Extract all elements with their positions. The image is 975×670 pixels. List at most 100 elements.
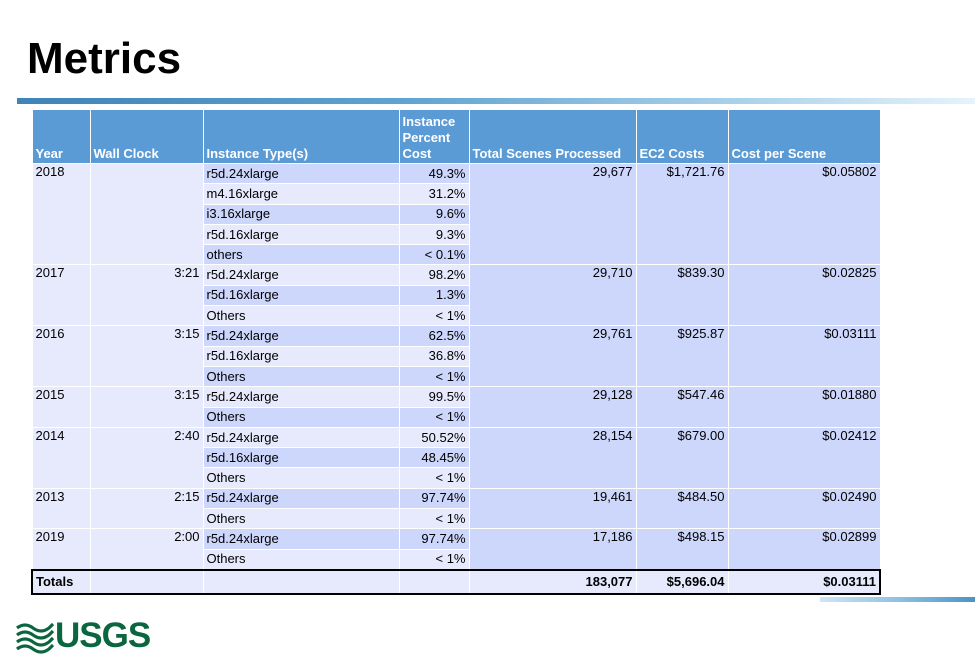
cell-instance-percent: < 1%: [398, 365, 470, 388]
cell-instance-type: Others: [202, 365, 400, 388]
usgs-logo-text: USGS: [55, 616, 151, 655]
cell-instance-percent: 31.2%: [398, 183, 470, 205]
cell-wall-clock: 2:15: [89, 487, 204, 530]
cell-instance-type: r5d.24xlarge: [202, 162, 400, 185]
cell-instance-type: i3.16xlarge: [202, 203, 400, 225]
table-row: 2015 3:15 r5d.24xlarge 99.5% 29,128 $547.46 $0…: [31, 386, 881, 428]
table-row: Others < 1%: [32, 406, 880, 428]
table-row: 2013 2:15 r5d.24xlarge 97.74% 19,461 $484.50 $…: [31, 487, 881, 530]
cell-total-scenes: 17,186: [468, 528, 637, 571]
cell-instance-type: r5d.24xlarge: [202, 528, 400, 550]
cell-instance-percent: 97.74%: [398, 528, 470, 550]
cell-cost-per-scene: $0.01880: [727, 386, 881, 428]
cell-ec2-costs: $679.00: [635, 426, 729, 489]
title-divider: [17, 98, 975, 104]
cell-instance-type: r5d.24xlarge: [202, 386, 400, 408]
header-instance-percent-line1: Instance: [402, 114, 456, 129]
totals-instance-type: [202, 568, 400, 595]
cell-cost-per-scene: $0.02490: [727, 487, 881, 530]
cell-ec2-costs: $484.50: [635, 487, 729, 530]
cell-instance-percent: 36.8%: [398, 345, 470, 367]
table-row: 2019 2:00 r5d.24xlarge 97.74% 17,186 $498.15 $…: [31, 528, 881, 571]
table-row: Others < 1%: [32, 508, 880, 530]
cell-ec2-costs: $839.30: [635, 264, 729, 327]
cell-instance-percent: 49.3%: [398, 162, 470, 185]
cell-instance-percent: 62.5%: [398, 325, 470, 347]
header-total-scenes: Total Scenes Processed: [468, 109, 637, 164]
table-row: 2018 r5d.24xlarge 49.3% 29,677 $1,721.76 $0.0…: [31, 162, 881, 266]
totals-row: Totals 183,077 $5,696.04 $0.03111: [31, 568, 881, 595]
cell-instance-type: m4.16xlarge: [202, 183, 400, 205]
cell-total-scenes: 29,128: [468, 386, 637, 428]
header-instance-percent-line3: Cost: [402, 146, 432, 161]
cell-year: 2016: [31, 325, 91, 388]
cell-cost-per-scene: $0.05802: [727, 162, 881, 266]
header-ec2-costs: EC2 Costs: [635, 109, 729, 164]
cell-instance-percent: < 1%: [398, 548, 470, 571]
table-row: 2014 2:40 r5d.24xlarge 50.52% 28,154 $679.00 $…: [31, 426, 881, 489]
cell-instance-percent: < 1%: [398, 305, 470, 327]
cell-instance-type: Others: [202, 548, 400, 571]
cell-cost-per-scene: $0.02899: [727, 528, 881, 571]
cell-ec2-costs: $547.46: [635, 386, 729, 428]
cell-ec2-costs: $498.15: [635, 528, 729, 571]
cell-ec2-costs: $1,721.76: [635, 162, 729, 266]
cell-instance-percent: 1.3%: [398, 284, 470, 307]
cell-instance-type: r5d.16xlarge: [202, 223, 400, 246]
header-instance-percent-cost: Instance Percent Cost: [398, 109, 470, 164]
cell-instance-type: r5d.24xlarge: [202, 487, 400, 510]
header-cost-per-scene: Cost per Scene: [727, 109, 881, 164]
cell-instance-type: r5d.24xlarge: [202, 426, 400, 449]
cell-instance-type: Others: [202, 467, 400, 489]
cell-instance-percent: 48.45%: [398, 447, 470, 469]
table-row: i3.16xlarge 9.6%: [32, 203, 880, 225]
table-row: r5d.16xlarge 1.3%: [32, 284, 880, 307]
header-instance-percent-line2: Percent: [402, 130, 451, 145]
cell-instance-percent: 99.5%: [398, 386, 470, 408]
metrics-table: Year Wall Clock Instance Type(s) Instanc…: [31, 109, 881, 595]
table-row: r5d.16xlarge 48.45%: [32, 447, 880, 469]
cell-year: 2014: [31, 426, 91, 489]
cell-instance-type: r5d.16xlarge: [202, 345, 400, 367]
cell-instance-type: Others: [202, 305, 400, 327]
cell-total-scenes: 29,677: [468, 162, 637, 266]
cell-instance-type: others: [202, 244, 400, 266]
table-row: r5d.16xlarge 36.8%: [32, 345, 880, 367]
cell-total-scenes: 29,761: [468, 325, 637, 388]
cell-wall-clock: 3:15: [89, 325, 204, 388]
table-body: 2018 r5d.24xlarge 49.3% 29,677 $1,721.76 $0.0…: [31, 162, 881, 595]
header-instance-types: Instance Type(s): [202, 109, 400, 164]
totals-instance-percent: [398, 568, 470, 595]
cell-instance-percent: < 1%: [398, 467, 470, 489]
cell-year: 2015: [31, 386, 91, 428]
cell-instance-type: r5d.16xlarge: [202, 284, 400, 307]
cell-year: 2013: [31, 487, 91, 530]
cell-wall-clock: 2:00: [89, 528, 204, 571]
table-row: r5d.16xlarge 9.3%: [32, 223, 880, 246]
totals-cost-per-scene: $0.03111: [727, 568, 881, 595]
header-year: Year: [31, 109, 91, 164]
cell-instance-type: Others: [202, 406, 400, 428]
cell-wall-clock: 2:40: [89, 426, 204, 489]
table-row: Others < 1%: [32, 305, 880, 327]
cell-instance-type: r5d.24xlarge: [202, 264, 400, 286]
cell-total-scenes: 19,461: [468, 487, 637, 530]
table-row: 2016 3:15 r5d.24xlarge 62.5% 29,761 $925.87 $0…: [31, 325, 881, 388]
footer-divider: [820, 597, 975, 602]
cell-instance-type: Others: [202, 508, 400, 530]
totals-wall-clock: [89, 568, 204, 595]
cell-wall-clock: [89, 162, 204, 266]
cell-instance-type: r5d.24xlarge: [202, 325, 400, 347]
cell-instance-percent: 98.2%: [398, 264, 470, 286]
cell-cost-per-scene: $0.02412: [727, 426, 881, 489]
cell-ec2-costs: $925.87: [635, 325, 729, 388]
totals-scenes: 183,077: [468, 568, 637, 595]
cell-instance-percent: < 1%: [398, 406, 470, 428]
cell-year: 2018: [31, 162, 91, 266]
cell-instance-percent: 9.3%: [398, 223, 470, 246]
table-row: Others < 1%: [32, 365, 880, 388]
table-header-row: Year Wall Clock Instance Type(s) Instanc…: [31, 109, 881, 164]
header-wall-clock: Wall Clock: [89, 109, 204, 164]
cell-instance-percent: 97.74%: [398, 487, 470, 510]
totals-ec2: $5,696.04: [635, 568, 729, 595]
